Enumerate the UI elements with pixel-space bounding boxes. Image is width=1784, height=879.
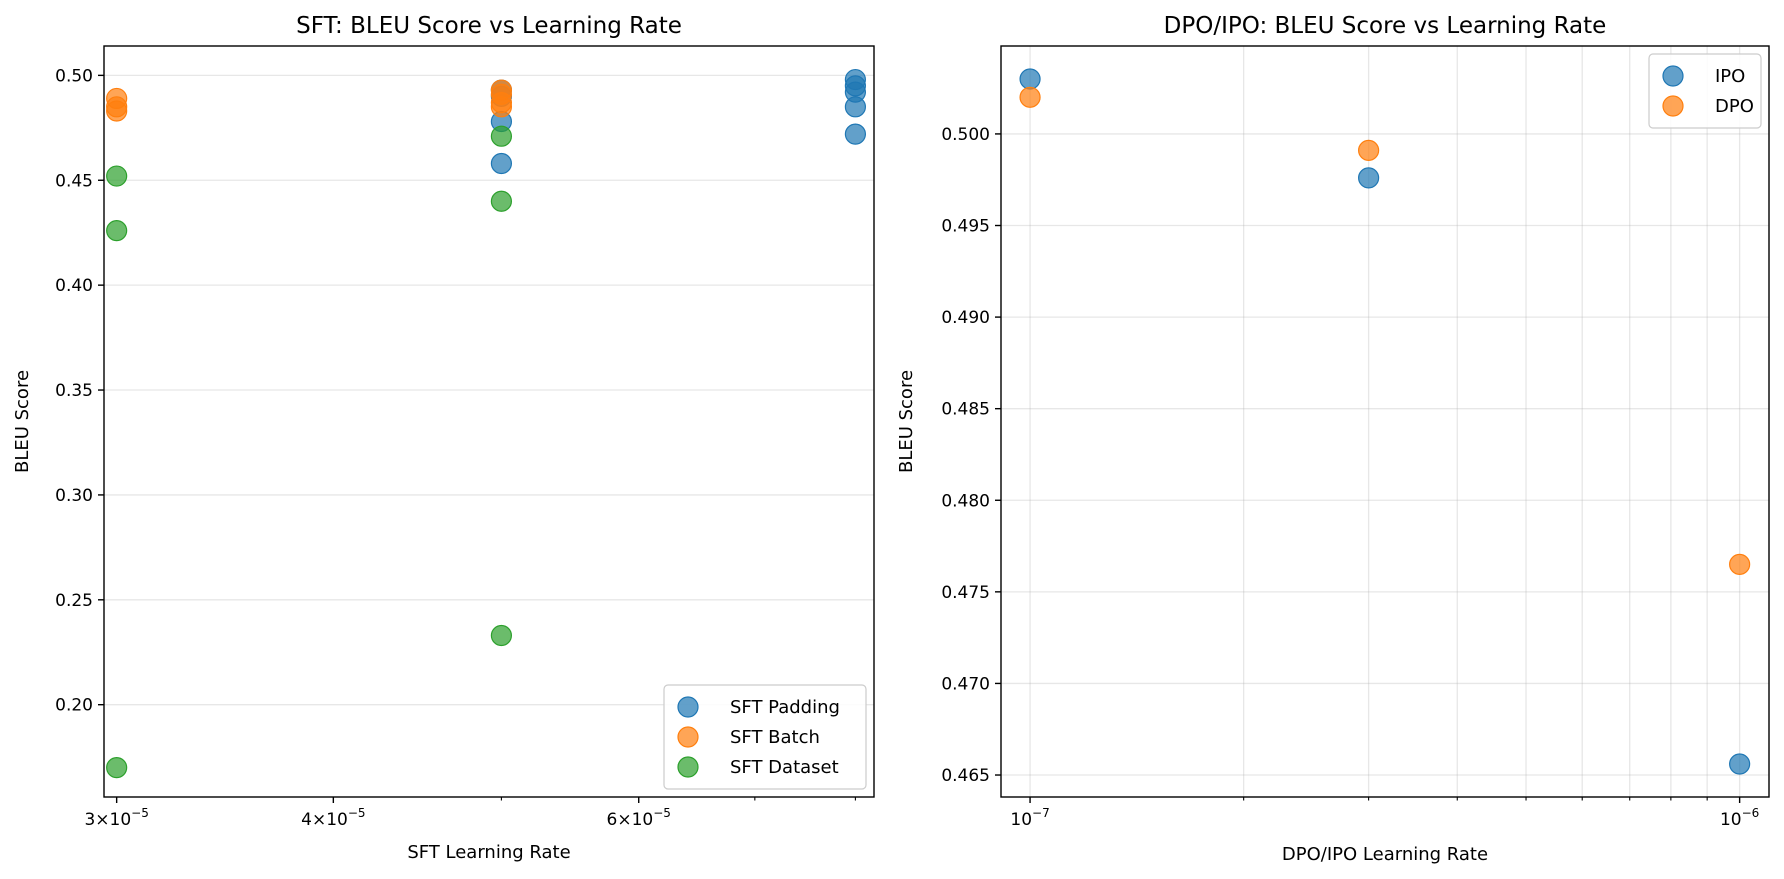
sft-legend-marker [677,696,699,718]
dpo-ipo-y-tick-label: 0.485 [941,400,990,420]
dpo-ipo-legend-label: IPO [1715,66,1745,87]
sft-point-sft-batch [106,87,128,110]
sft-legend: SFT Padding SFT Batch SFT Dataset [663,684,867,790]
sft-point-sft-dataset [106,165,128,187]
dpo-ipo-legend-marker [1662,65,1684,87]
dpo-ipo-point-dpo [1729,553,1751,575]
dpo-ipo-y-axis-label: BLEU Score [896,370,917,473]
dpo-ipo-plot-area [1001,46,1769,797]
sft-y-tick-label: 0.50 [55,66,93,86]
dpo-ipo-title: DPO/IPO: BLEU Score vs Learning Rate [1164,13,1607,39]
sft-point-sft-padding [844,68,867,91]
sft-legend-label: SFT Dataset [730,757,839,778]
sft-legend-frame [663,684,867,790]
sft-point-sft-dataset [106,757,128,779]
dpo-ipo-x-axis-label: DPO/IPO Learning Rate [1282,844,1488,865]
sft-y-tick-label: 0.20 [55,696,93,716]
dpo-ipo-x-tick-label: 10−6 [1720,806,1759,830]
dpo-ipo-point-dpo [1358,139,1380,162]
sft-point-sft-dataset [490,624,513,647]
dpo-ipo-chart: 0.465 0.470 0.475 0.480 0.485 0.490 0.495 0.500… [896,13,1770,865]
dpo-ipo-legend: IPO DPO [1648,53,1762,129]
sft-x-tick-label: 3×10−5 [84,806,148,830]
sft-point-sft-dataset [106,220,128,242]
dpo-ipo-axes-frame [1000,45,1770,798]
sft-y-axis-label: BLEU Score [12,370,33,473]
sft-point-sft-padding [844,123,867,145]
dpo-ipo-x-tick-label: 10−7 [1010,806,1049,830]
sft-point-sft-dataset [490,190,513,212]
sft-legend-label: SFT Batch [730,727,820,748]
dpo-ipo-legend-label: DPO [1715,96,1754,117]
sft-y-tick-label: 0.25 [55,591,93,611]
sft-legend-marker [677,726,699,748]
dpo-ipo-y-tick-label: 0.480 [941,491,990,511]
dpo-ipo-point-dpo [1019,86,1041,108]
sft-y-tick-label: 0.40 [55,276,93,296]
dpo-ipo-y-tick-label: 0.475 [941,583,990,603]
sft-x-axis-label: SFT Learning Rate [407,842,570,863]
sft-y-tick-label: 0.35 [55,381,93,401]
dpo-ipo-point-ipo [1729,753,1751,775]
dpo-ipo-y-tick-label: 0.495 [941,217,990,237]
sft-x-tick-label: 4×10−5 [301,806,365,830]
sft-y-tick-label: 0.30 [55,486,93,506]
sft-point-sft-padding [490,152,513,175]
dpo-ipo-y-tick-label: 0.500 [941,125,990,145]
sft-chart: 0.20 0.25 0.30 0.35 0.40 0.45 0.50 3×10−5 4×10−5… [12,13,875,863]
dpo-ipo-point-ipo [1358,167,1380,189]
sft-axes-frame [103,45,875,798]
sft-title: SFT: BLEU Score vs Learning Rate [296,13,682,39]
dpo-ipo-y-tick-label: 0.470 [941,674,990,694]
dpo-ipo-y-tick-label: 0.465 [941,766,990,786]
dpo-ipo-point-ipo [1019,68,1041,90]
dpo-ipo-y-tick-label: 0.490 [941,308,990,328]
sft-point-sft-dataset [490,125,513,147]
sft-x-tick-label: 6×10−5 [607,806,671,830]
sft-point-sft-batch [490,79,513,101]
sft-legend-label: SFT Padding [730,697,840,718]
dpo-ipo-legend-marker [1662,95,1684,117]
sft-plot-area [104,46,874,797]
sft-y-tick-label: 0.45 [55,171,93,191]
sft-legend-marker [677,756,699,778]
